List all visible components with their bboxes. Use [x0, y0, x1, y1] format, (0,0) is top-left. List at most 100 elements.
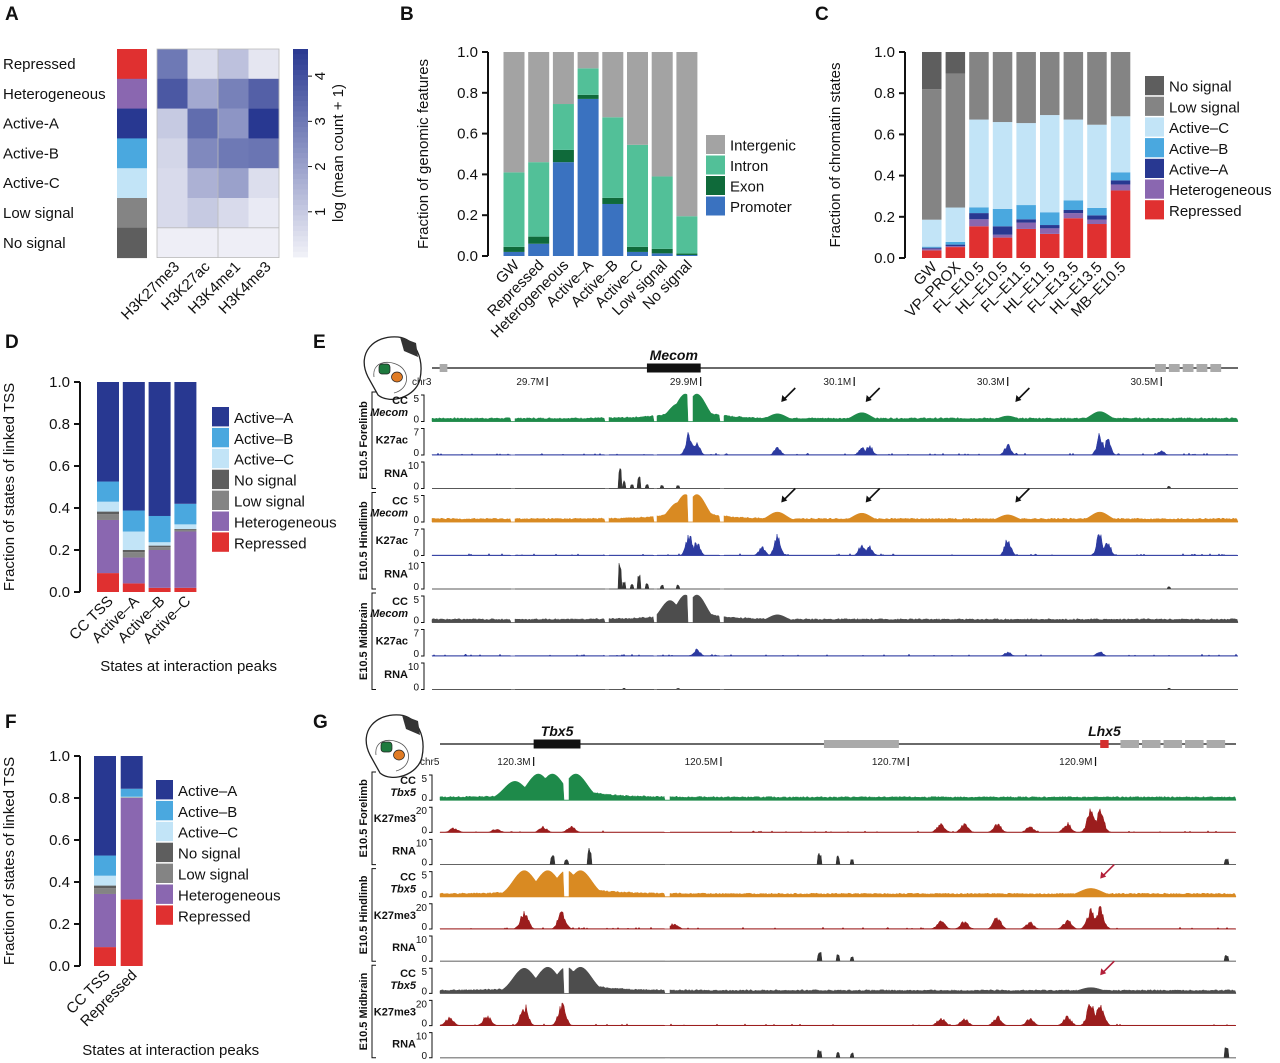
heatmap-row-label-heterogeneous: Heterogeneous [3, 86, 106, 103]
group-bracket [371, 868, 376, 962]
bar-segment-fl-e13-5-active-b [1063, 200, 1084, 211]
bar-segment-gw-intron [503, 172, 525, 247]
track-ymax-label: 5 [421, 967, 427, 978]
track-ymax-label: 10 [416, 1032, 428, 1043]
bar-segment-hl-e13-5-low-signal [1087, 52, 1107, 125]
y-tick-label: 0.6 [49, 832, 70, 849]
gene-exon-block [1163, 740, 1183, 748]
colorbar-step [293, 168, 308, 175]
bar-segment-hl-e10-5-repressed [992, 237, 1013, 258]
embryo-outline-icon [363, 336, 422, 400]
track-label: K27me3 [374, 1006, 416, 1018]
legend-swatch-active-a [156, 780, 173, 800]
track-scale-bracket [421, 528, 425, 556]
annotation-arrowhead-icon [865, 495, 872, 503]
y-tick-label: 0.2 [457, 207, 478, 224]
heatmap-cell-active-c-h3k4me3 [248, 168, 280, 199]
track-label: CC [392, 496, 408, 508]
bar-segment-fl-e13-5-active-c [1063, 119, 1084, 201]
y-tick-label: 1.0 [457, 44, 478, 61]
colorbar-step [293, 173, 308, 180]
track-ymax-label: 7 [413, 428, 419, 439]
bar-segment-cc-tss-no-signal [97, 511, 119, 515]
colorbar-step [293, 236, 308, 242]
panel-a-heatmap: Repressed Heterogeneous Active-A Active-B Ac… [3, 48, 347, 323]
bar-segment-active-b-intergenic [602, 52, 624, 118]
group-bracket [371, 592, 376, 690]
track-ymin-label: 0 [421, 825, 427, 836]
legend-label-low-signal: Low signal [178, 867, 249, 884]
bar-segment-active-a-intergenic [577, 52, 599, 69]
track-ymax-label: 5 [413, 394, 419, 405]
bar-segment-hl-e11-5-active-b [1040, 212, 1060, 226]
track-ymax-label: 10 [408, 662, 420, 673]
legend-swatch-repressed [212, 532, 229, 552]
bar-segment-hl-e13-5-heterogeneous [1087, 219, 1107, 225]
bar-segment-active-a-intron [577, 68, 599, 95]
gene-tbx5 [533, 739, 581, 749]
colorbar-step [293, 59, 308, 65]
panel-d-linked-tss-chart: 0.0 0.2 0.4 0.6 0.8 1.0 Fraction of states of … [1, 374, 337, 675]
colorbar-step [293, 142, 308, 149]
embryo-forelimb-icon [378, 363, 391, 375]
colorbar-step [293, 111, 308, 117]
annotation-arrowhead-icon [865, 395, 872, 402]
track-ymin-label: 0 [421, 954, 427, 965]
bar-segment-mb-e10-5-low-signal [1110, 52, 1131, 117]
legend-swatch-heterogeneous [212, 511, 229, 531]
bar-segment-active-a-active-c [122, 531, 145, 550]
colorbar-step [293, 106, 308, 112]
colorbar-step [293, 189, 308, 195]
signal-track-cc-e10-5-forelimb [439, 773, 1237, 801]
bar-segment-low-signal-promoter [651, 253, 673, 256]
bar-segment-active-c-low-signal [174, 529, 197, 532]
track-ymax-label: 20 [416, 999, 428, 1010]
gene-exon-block [1120, 740, 1139, 748]
track-ymin-label: 0 [413, 448, 419, 459]
bar-segment-vp-prox-heterogeneous [945, 246, 966, 248]
heatmap-cell-active-c-h3k27me3 [157, 168, 188, 199]
track-scale-bracket [421, 562, 425, 590]
bar-segment-no-signal-intergenic [676, 52, 698, 217]
chromosome-label: chr5 [420, 757, 440, 768]
bar-segment-gw-active-b [922, 246, 942, 248]
embryo-inner-line [373, 361, 407, 394]
track-scale-bracket [421, 461, 425, 489]
bar-segment-gw-exon [503, 246, 525, 252]
legend-label-active-c: Active–C [178, 825, 238, 842]
bar-segment-repressed-active-c [120, 796, 143, 798]
bar-segment-repressed-active-b [120, 788, 143, 797]
legend-label-active-b: Active–B [1169, 141, 1228, 158]
embryo-hindlimb-icon [393, 749, 405, 761]
bar-segment-hl-e10-5-active-c [992, 122, 1013, 209]
legend-swatch-repressed [1145, 200, 1164, 220]
signal-track-cc-e10-5-hindlimb [431, 494, 1239, 523]
bar-segment-fl-e10-5-low-signal [969, 52, 989, 120]
signal-track-k27ac-e10-5-hindlimb [431, 533, 1239, 556]
signal-track-rna-e10-5-forelimb [440, 847, 1236, 865]
embryo-inner-line [375, 739, 409, 772]
colorbar-step [293, 163, 308, 169]
legend-label-repressed: Repressed [178, 908, 251, 925]
y-tick-label: 0.0 [874, 250, 895, 267]
colorbar-step [293, 199, 308, 206]
y-axis-label: Fraction of states of linked TSS [1, 383, 18, 591]
colorbar-tick-label: 4 [312, 72, 329, 80]
bar-segment-cc-tss-no-signal [94, 885, 116, 889]
heatmap-row-label-active-b: Active-B [3, 145, 59, 162]
heatmap-cell-active-b-h3k27me3 [157, 138, 188, 169]
legend-swatch-no-signal [1145, 76, 1164, 96]
legend-label-active-a: Active–A [178, 783, 237, 800]
bar-segment-mb-e10-5-active-a [1110, 180, 1131, 185]
state-swatch-active-b [117, 138, 147, 169]
y-tick-label: 0.0 [49, 584, 70, 601]
y-tick-label: 1.0 [49, 374, 70, 391]
bar-segment-cc-tss-repressed [94, 947, 116, 966]
gene-mecom [646, 363, 701, 373]
bar-segment-active-a-no-signal [122, 550, 145, 553]
bar-segment-repressed-heterogeneous [120, 798, 143, 900]
group-label-e10-5-forelimb: E10.5 Forelimb [358, 401, 370, 480]
signal-track-rna-e10-5-midbrain [440, 1047, 1236, 1059]
bar-segment-hl-e13-5-repressed [1087, 224, 1107, 258]
